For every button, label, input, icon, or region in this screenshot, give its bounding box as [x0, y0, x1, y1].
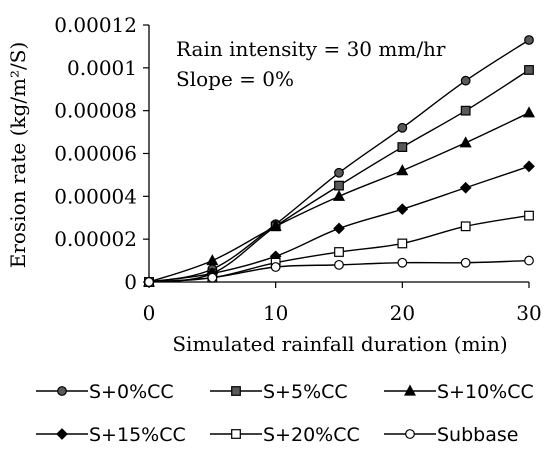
data-point [459, 136, 472, 148]
y-tick-label: 0.00008 [54, 99, 137, 123]
x-tick-label: 20 [390, 301, 415, 325]
legend-marker [405, 429, 415, 439]
legend-item: S+0%CC [36, 381, 174, 403]
x-ticks: 0 10 20 30 [143, 282, 542, 325]
y-tick-label: 0.0001 [67, 56, 137, 80]
data-point [207, 272, 218, 283]
legend: S+0%CC S+5%CC S+10%CC S+15%CC S+20%CC Subbase [36, 381, 534, 446]
x-axis-title: Simulated rainfall duration (min) [172, 332, 507, 356]
legend-marker [231, 429, 241, 439]
legend-marker [56, 428, 68, 440]
data-point [396, 203, 409, 216]
data-point [524, 65, 534, 75]
data-point [460, 221, 471, 232]
data-point [459, 181, 472, 194]
data-point [460, 257, 471, 268]
y-tick-label: 0.00002 [54, 227, 137, 251]
data-point [460, 75, 471, 86]
data-point [332, 189, 346, 201]
data-point [269, 219, 282, 231]
legend-item: S+5%CC [210, 381, 348, 403]
data-point [460, 105, 471, 116]
data-point [524, 35, 534, 45]
data-point [144, 277, 154, 287]
legend-item: S+15%CC [36, 424, 186, 446]
legend-label: S+5%CC [263, 381, 348, 403]
data-point [524, 255, 534, 266]
data-point [524, 210, 534, 221]
data-point [270, 262, 281, 272]
legend-item: S+20%CC [210, 424, 360, 446]
y-tick-label: 0.00006 [54, 142, 137, 166]
series-subbase [144, 255, 534, 287]
data-point [334, 247, 344, 257]
data-point [397, 257, 408, 268]
legend-label: S+20%CC [263, 424, 360, 446]
data-point [397, 122, 408, 133]
legend-marker [57, 386, 67, 396]
data-point [334, 167, 344, 178]
data-point [333, 222, 345, 235]
legend-marker [231, 386, 241, 396]
series-group [142, 35, 536, 288]
data-point [397, 142, 408, 152]
data-point [206, 254, 219, 266]
y-ticks: 0 0.00002 0.00004 0.00006 0.00008 0.0001 0.000… [54, 13, 149, 294]
x-tick-label: 10 [263, 301, 288, 325]
legend-label: S+15%CC [89, 424, 186, 446]
x-tick-label: 0 [143, 301, 156, 325]
data-point [396, 164, 409, 176]
data-point [334, 180, 344, 191]
data-point [523, 160, 535, 173]
legend-item: Subbase [384, 424, 518, 446]
legend-label: S+10%CC [437, 381, 534, 403]
y-tick-label: 0.00004 [54, 184, 137, 208]
legend-item: S+10%CC [384, 381, 534, 403]
data-point [522, 106, 536, 118]
axes [148, 25, 529, 283]
legend-label: S+0%CC [89, 381, 174, 403]
legend-label: Subbase [437, 424, 518, 446]
annotation-rain-intensity: Rain intensity = 30 mm/hr [176, 37, 446, 61]
y-tick-label: 0 [124, 270, 137, 294]
legend-marker [403, 384, 417, 396]
series-s-10-cc [142, 106, 536, 287]
annotation-slope: Slope = 0% [176, 67, 294, 91]
x-tick-label: 30 [516, 301, 541, 325]
data-point [334, 259, 344, 270]
y-tick-label: 0.00012 [54, 13, 137, 37]
y-axis-title: Erosion rate (kg/m²/S) [6, 42, 30, 269]
data-point [397, 238, 408, 249]
